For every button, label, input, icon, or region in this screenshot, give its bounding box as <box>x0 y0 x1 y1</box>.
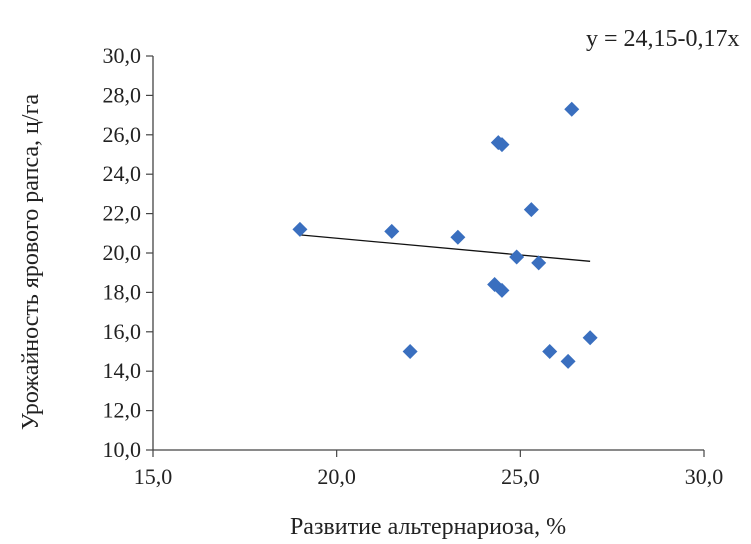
data-point <box>402 344 418 359</box>
trendline <box>299 234 591 262</box>
y-tick-label: 20,0 <box>103 240 142 265</box>
data-point <box>560 353 576 369</box>
x-tick-label: 20,0 <box>317 464 356 489</box>
data-point <box>494 137 510 153</box>
data-point <box>494 282 510 298</box>
data-point <box>564 101 580 117</box>
data-points <box>292 101 598 369</box>
x-tick-label: 30,0 <box>685 464 724 489</box>
data-point <box>509 249 525 265</box>
x-axis-title: Развитие альтернариоза, % <box>290 514 566 540</box>
x-tick-label: 25,0 <box>501 464 540 489</box>
axes <box>152 56 704 451</box>
trendline-layer <box>299 234 591 262</box>
x-axis-ticks: 15,0 20,0 25,0 30,0 <box>134 450 724 489</box>
data-point <box>523 202 539 218</box>
y-tick-label: 22,0 <box>103 201 142 226</box>
y-tick-label: 10,0 <box>103 437 142 462</box>
y-axis-ticks: 10,0 12,0 14,0 16,0 18,0 20,0 22,0 24,0 26,0 28,0… <box>103 43 153 462</box>
data-point <box>582 330 598 346</box>
y-tick-label: 18,0 <box>103 279 142 304</box>
trendline-equation: y = 24,15-0,17x <box>586 26 740 52</box>
y-tick-label: 16,0 <box>103 319 142 344</box>
y-tick-label: 14,0 <box>103 358 142 383</box>
y-axis-title: Урожайность ярового рапса, ц/га <box>18 94 44 430</box>
y-tick-label: 24,0 <box>103 161 142 186</box>
data-point <box>542 344 558 359</box>
data-point <box>450 229 466 245</box>
y-tick-label: 12,0 <box>103 398 142 423</box>
data-point <box>292 221 308 237</box>
data-point <box>531 255 547 271</box>
x-tick-label: 15,0 <box>134 464 173 489</box>
data-point <box>384 223 400 239</box>
y-tick-label: 26,0 <box>103 122 142 147</box>
y-tick-label: 28,0 <box>103 82 142 107</box>
y-tick-label: 30,0 <box>103 43 142 68</box>
